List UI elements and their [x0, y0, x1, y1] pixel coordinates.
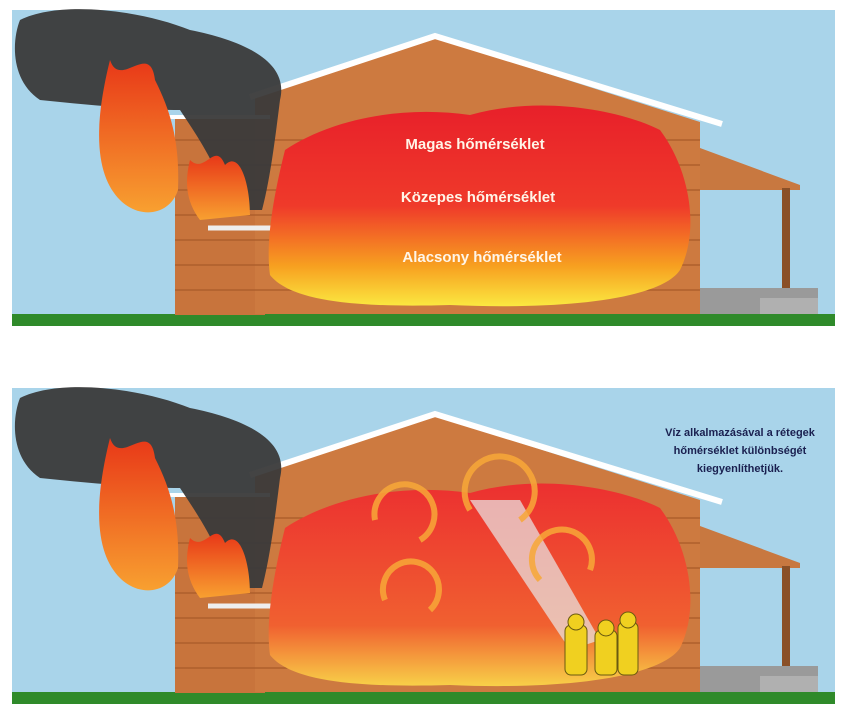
- convection-arrows: [371, 453, 595, 613]
- label-high: Magas hőmérséklet: [405, 136, 544, 153]
- label-low: Alacsony hőmérséklet: [402, 249, 561, 266]
- heat-layers: [268, 105, 691, 307]
- label-medium: Közepes hőmérséklet: [401, 189, 555, 206]
- caption-line: hőmérséklet különbségét: [674, 445, 807, 457]
- caption-line: kiegyenlíthetjük.: [697, 463, 783, 475]
- firefighters: [564, 611, 639, 676]
- caption-line: Víz alkalmazásával a rétegek: [665, 427, 816, 439]
